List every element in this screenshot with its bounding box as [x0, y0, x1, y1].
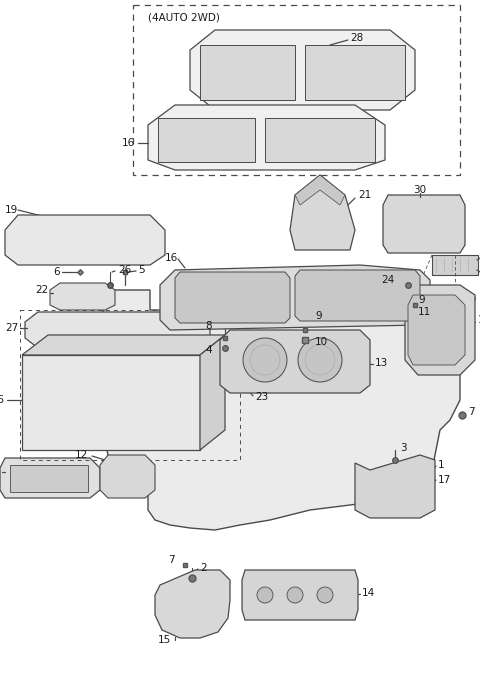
Polygon shape — [265, 118, 375, 162]
Polygon shape — [242, 570, 358, 620]
Text: 23: 23 — [255, 392, 268, 402]
Polygon shape — [200, 335, 225, 450]
Polygon shape — [175, 272, 290, 323]
Polygon shape — [220, 330, 370, 393]
Text: 6: 6 — [53, 267, 60, 277]
Polygon shape — [160, 265, 430, 330]
Text: 18: 18 — [478, 315, 480, 325]
Circle shape — [317, 587, 333, 603]
Text: 2: 2 — [200, 563, 206, 573]
Polygon shape — [22, 355, 200, 450]
Text: 19: 19 — [5, 205, 18, 215]
Polygon shape — [0, 458, 100, 498]
Text: 27: 27 — [5, 323, 18, 333]
Text: 13: 13 — [375, 358, 388, 368]
Polygon shape — [155, 570, 230, 638]
Polygon shape — [22, 335, 225, 355]
Text: 30: 30 — [413, 185, 427, 195]
Polygon shape — [100, 285, 460, 530]
Text: 25: 25 — [0, 395, 5, 405]
Polygon shape — [405, 285, 475, 375]
Text: 28: 28 — [350, 33, 363, 43]
Text: 3: 3 — [400, 443, 407, 453]
Polygon shape — [10, 465, 88, 492]
Polygon shape — [432, 255, 478, 275]
Polygon shape — [295, 270, 420, 321]
Text: 14: 14 — [362, 588, 375, 598]
Polygon shape — [305, 45, 405, 100]
Polygon shape — [408, 295, 465, 365]
Polygon shape — [5, 215, 165, 265]
Polygon shape — [148, 105, 385, 170]
Circle shape — [287, 587, 303, 603]
Text: 26: 26 — [118, 265, 131, 275]
Text: 7: 7 — [168, 555, 175, 565]
Text: 9: 9 — [418, 295, 425, 305]
Text: 4: 4 — [205, 345, 212, 355]
Polygon shape — [50, 283, 115, 310]
Circle shape — [298, 338, 342, 382]
Polygon shape — [190, 30, 415, 110]
Text: 5: 5 — [138, 265, 144, 275]
Text: 10: 10 — [315, 337, 328, 347]
Text: 21: 21 — [358, 190, 371, 200]
Text: 7: 7 — [468, 407, 475, 417]
Circle shape — [243, 338, 287, 382]
Text: 8: 8 — [205, 321, 212, 331]
Text: (4AUTO 2WD): (4AUTO 2WD) — [148, 13, 220, 23]
Text: 16: 16 — [165, 253, 178, 263]
Text: 12: 12 — [75, 450, 88, 460]
Polygon shape — [383, 195, 465, 253]
Text: 1: 1 — [438, 460, 444, 470]
Text: 11: 11 — [418, 307, 431, 317]
Polygon shape — [25, 312, 210, 348]
Polygon shape — [290, 175, 355, 250]
Text: 16: 16 — [122, 138, 135, 148]
Text: 15: 15 — [158, 635, 171, 645]
Polygon shape — [295, 175, 345, 205]
Text: 17: 17 — [438, 475, 451, 485]
Text: 22: 22 — [35, 285, 48, 295]
Polygon shape — [158, 118, 255, 162]
Circle shape — [257, 587, 273, 603]
Polygon shape — [200, 45, 295, 100]
Polygon shape — [355, 455, 435, 518]
Text: 9: 9 — [315, 311, 322, 321]
Polygon shape — [100, 455, 155, 498]
Text: 24: 24 — [382, 275, 395, 285]
